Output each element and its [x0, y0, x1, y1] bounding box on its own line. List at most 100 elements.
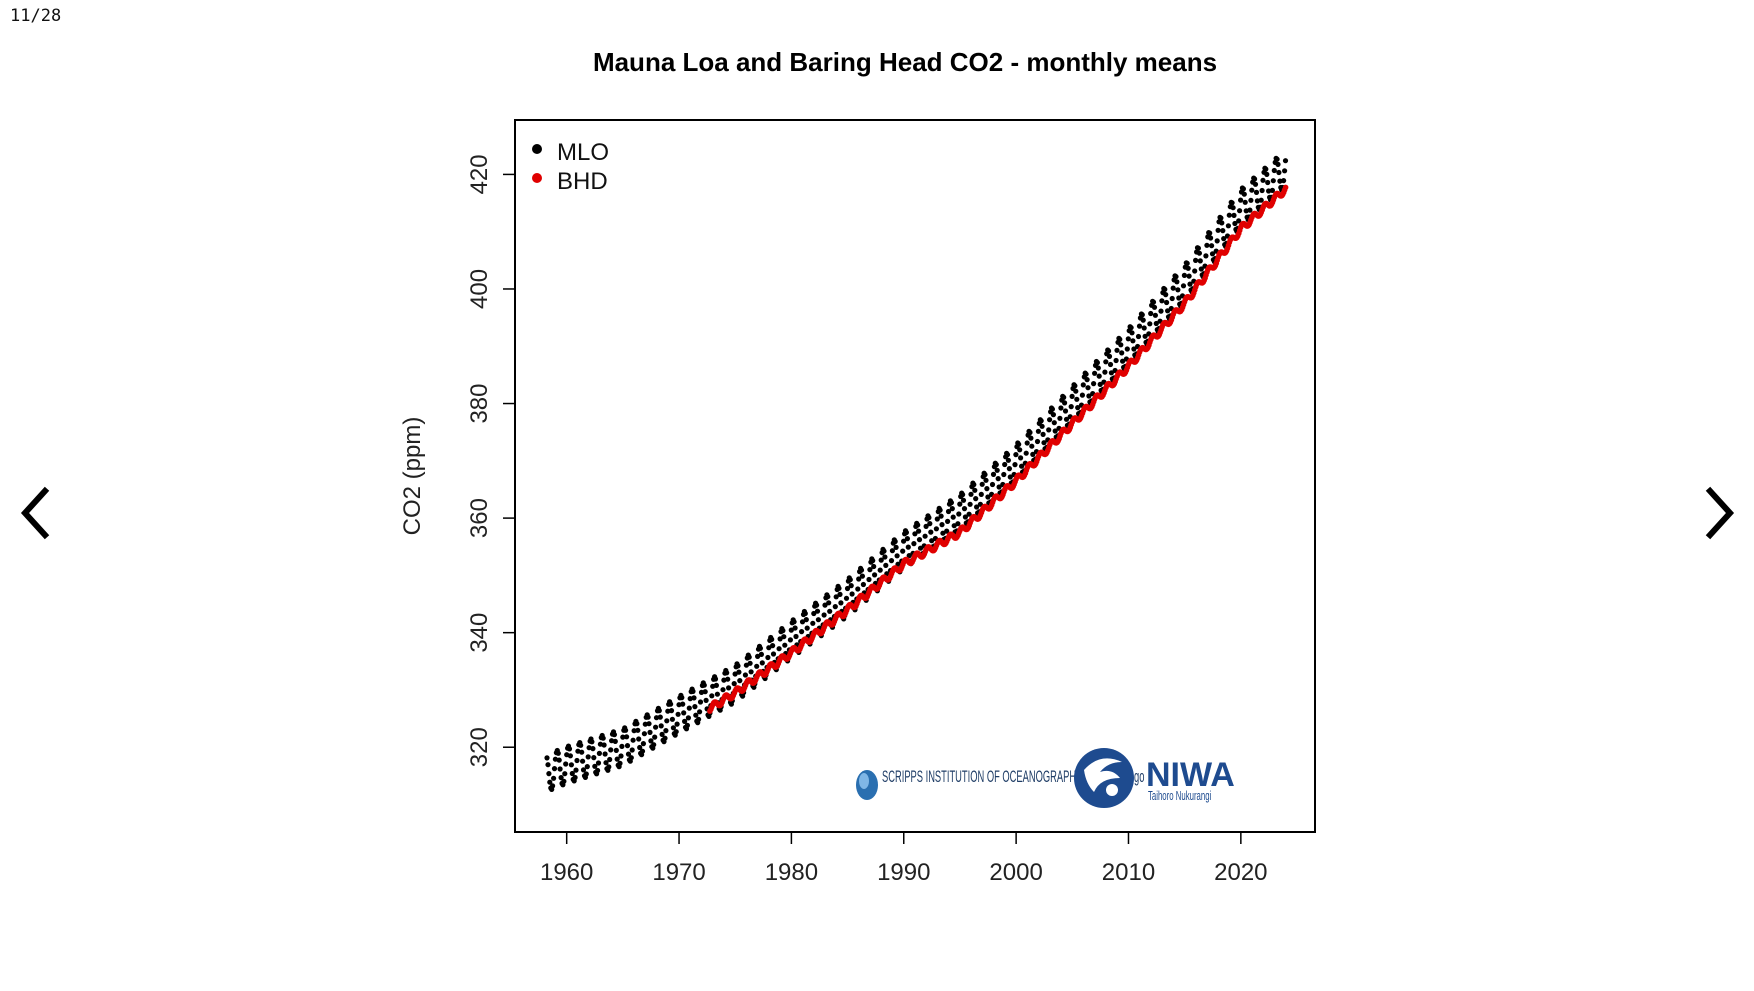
data-point-mlo: [1181, 272, 1187, 278]
data-point-mlo: [1173, 274, 1179, 280]
data-point-mlo: [1249, 187, 1255, 193]
data-point-mlo: [1248, 197, 1254, 203]
data-point-mlo: [1062, 408, 1069, 414]
data-point-mlo: [607, 756, 613, 763]
chevron-left-icon: [20, 486, 50, 540]
data-point-mlo: [680, 701, 686, 707]
niwa-logo-subtext: Taihoro Nukurangi: [1148, 789, 1211, 804]
data-point-mlo: [904, 536, 911, 542]
data-point-mlo: [595, 760, 602, 766]
data-point-mlo: [651, 742, 657, 748]
data-point-mlo: [1208, 235, 1214, 241]
data-point-mlo: [1117, 336, 1123, 342]
data-point-mlo: [994, 467, 1000, 473]
x-tick-label: 1980: [765, 859, 818, 886]
data-point-mlo: [1028, 435, 1034, 441]
data-point-mlo: [572, 774, 578, 781]
chevron-right-icon: [1705, 486, 1735, 540]
data-point-mlo: [696, 716, 702, 722]
data-point-mlo: [551, 775, 557, 781]
data-point-mlo: [833, 594, 839, 600]
data-point-mlo: [990, 471, 997, 477]
data-point-mlo: [881, 548, 887, 554]
data-point-mlo: [1169, 295, 1175, 302]
data-point-mlo: [934, 516, 940, 522]
data-point-mlo: [1192, 268, 1198, 274]
x-tick-label: 2010: [1102, 859, 1155, 886]
data-point-mlo: [1221, 236, 1227, 242]
data-point-mlo: [600, 735, 606, 741]
data-point-mlo: [659, 731, 665, 738]
data-point-mlo: [653, 724, 659, 730]
next-button[interactable]: [1690, 478, 1750, 548]
data-points: [544, 155, 1289, 793]
data-point-mlo: [1276, 169, 1282, 176]
data-point-mlo: [646, 721, 652, 727]
data-point-mlo: [1097, 381, 1103, 387]
slide-counter: 11/28: [10, 6, 62, 26]
data-point-mlo: [630, 737, 636, 743]
data-point-mlo: [746, 654, 752, 660]
x-tick-label: 1960: [540, 859, 593, 886]
data-point-mlo: [685, 715, 692, 721]
data-point-mlo: [1108, 370, 1114, 376]
data-point-mlo: [652, 734, 658, 740]
data-point-mlo: [684, 722, 691, 729]
data-point-mlo: [1119, 350, 1125, 356]
data-point-mlo: [658, 723, 664, 729]
data-point-mlo: [938, 513, 944, 519]
data-point-mlo: [1016, 441, 1022, 447]
data-point-mlo: [962, 514, 969, 520]
data-point-mlo: [1023, 450, 1029, 456]
data-point-mlo: [1106, 348, 1112, 354]
data-point-mlo: [583, 771, 589, 777]
data-point-mlo: [825, 594, 831, 600]
data-point-mlo: [614, 756, 620, 762]
data-point-mlo: [647, 729, 653, 736]
previous-button[interactable]: [5, 478, 65, 548]
data-point-mlo: [757, 645, 764, 651]
data-point-mlo: [905, 544, 911, 550]
data-point-mlo: [580, 767, 587, 773]
data-point-mlo: [1204, 242, 1210, 248]
data-point-mlo: [673, 729, 679, 735]
x-tick-label: 2020: [1214, 859, 1267, 886]
data-point-mlo: [978, 491, 984, 497]
data-point-mlo: [613, 747, 619, 754]
data-point-mlo: [871, 563, 877, 570]
data-point-mlo: [1118, 342, 1124, 348]
data-point-mlo: [636, 736, 642, 742]
data-point-mlo: [1219, 220, 1225, 226]
data-point-mlo: [1198, 266, 1204, 272]
data-point-mlo: [770, 651, 777, 657]
data-point-mlo: [603, 760, 609, 766]
data-point-mlo: [1186, 273, 1192, 279]
data-point-mlo: [1185, 265, 1191, 271]
data-point-mlo: [573, 767, 579, 773]
data-point-mlo: [1209, 251, 1216, 257]
data-point-mlo: [836, 585, 842, 591]
data-point-mlo: [837, 591, 843, 598]
data-point-mlo: [668, 701, 674, 707]
data-point-mlo: [1135, 333, 1142, 340]
data-point-mlo: [1075, 405, 1081, 411]
data-point-mlo: [967, 501, 973, 507]
data-point-mlo: [1018, 455, 1024, 461]
data-point-mlo: [1049, 406, 1055, 412]
data-point-mlo: [1047, 417, 1053, 423]
data-point-mlo: [912, 531, 918, 537]
data-point-mlo: [1158, 308, 1164, 314]
data-point-mlo: [580, 758, 586, 764]
data-point-mlo: [714, 691, 721, 697]
chart-title: Mauna Loa and Baring Head CO2 - monthly …: [593, 47, 1217, 77]
data-point-mlo: [657, 714, 663, 720]
data-point-mlo: [701, 682, 707, 688]
data-point-mlo: [1141, 325, 1147, 331]
data-point-mlo: [1034, 438, 1041, 445]
data-point-mlo: [843, 595, 850, 601]
data-point-mlo: [911, 541, 917, 547]
data-point-mlo: [804, 625, 810, 631]
data-point-mlo: [639, 748, 646, 754]
data-point-mlo: [1040, 431, 1046, 437]
data-point-mlo: [668, 708, 675, 714]
